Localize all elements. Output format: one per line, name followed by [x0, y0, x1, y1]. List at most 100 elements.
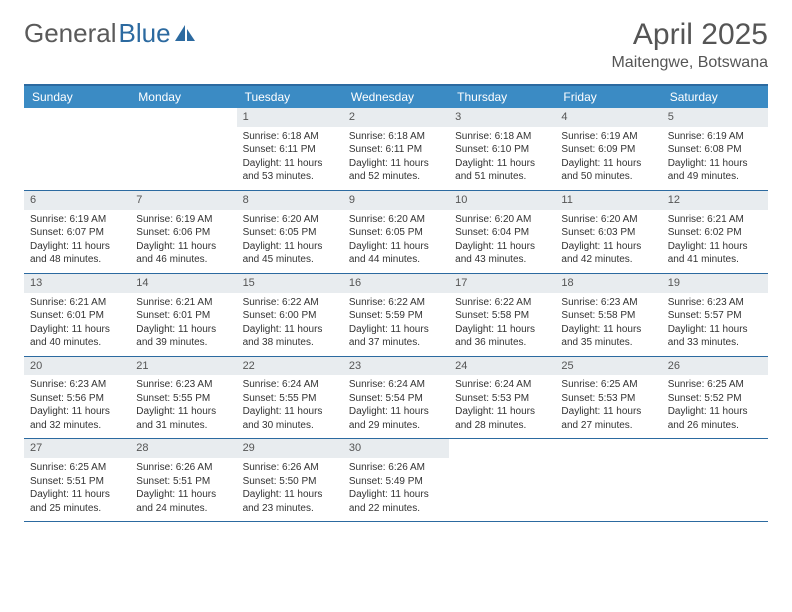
day-cell: 28Sunrise: 6:26 AMSunset: 5:51 PMDayligh… — [130, 439, 236, 521]
daylight-text: Daylight: 11 hours and 46 minutes. — [136, 240, 230, 267]
sunset-text: Sunset: 5:55 PM — [243, 392, 337, 406]
daylight-text: Daylight: 11 hours and 27 minutes. — [561, 405, 655, 432]
day-cell: 17Sunrise: 6:22 AMSunset: 5:58 PMDayligh… — [449, 274, 555, 356]
dayhead-thu: Thursday — [449, 86, 555, 108]
day-number: 7 — [130, 191, 236, 210]
day-cell: 6Sunrise: 6:19 AMSunset: 6:07 PMDaylight… — [24, 191, 130, 273]
day-number: 18 — [555, 274, 661, 293]
sunrise-text: Sunrise: 6:22 AM — [455, 296, 549, 310]
day-number: 16 — [343, 274, 449, 293]
sunset-text: Sunset: 6:05 PM — [349, 226, 443, 240]
day-number: 26 — [662, 357, 768, 376]
day-number: 14 — [130, 274, 236, 293]
sunrise-text: Sunrise: 6:20 AM — [561, 213, 655, 227]
sunset-text: Sunset: 6:00 PM — [243, 309, 337, 323]
sunset-text: Sunset: 6:04 PM — [455, 226, 549, 240]
day-number: 10 — [449, 191, 555, 210]
day-cell: 27Sunrise: 6:25 AMSunset: 5:51 PMDayligh… — [24, 439, 130, 521]
daylight-text: Daylight: 11 hours and 35 minutes. — [561, 323, 655, 350]
dayhead-fri: Friday — [555, 86, 661, 108]
sunset-text: Sunset: 6:11 PM — [349, 143, 443, 157]
day-number: 2 — [343, 108, 449, 127]
sunset-text: Sunset: 5:51 PM — [136, 475, 230, 489]
daylight-text: Daylight: 11 hours and 40 minutes. — [30, 323, 124, 350]
week-row: 13Sunrise: 6:21 AMSunset: 6:01 PMDayligh… — [24, 274, 768, 357]
sunrise-text: Sunrise: 6:24 AM — [243, 378, 337, 392]
day-number: 3 — [449, 108, 555, 127]
daylight-text: Daylight: 11 hours and 37 minutes. — [349, 323, 443, 350]
sunset-text: Sunset: 5:53 PM — [455, 392, 549, 406]
day-header-row: Sunday Monday Tuesday Wednesday Thursday… — [24, 86, 768, 108]
day-cell: 18Sunrise: 6:23 AMSunset: 5:58 PMDayligh… — [555, 274, 661, 356]
daylight-text: Daylight: 11 hours and 39 minutes. — [136, 323, 230, 350]
daylight-text: Daylight: 11 hours and 31 minutes. — [136, 405, 230, 432]
sunset-text: Sunset: 5:51 PM — [30, 475, 124, 489]
dayhead-wed: Wednesday — [343, 86, 449, 108]
dayhead-tue: Tuesday — [237, 86, 343, 108]
calendar: Sunday Monday Tuesday Wednesday Thursday… — [24, 84, 768, 522]
day-number: 9 — [343, 191, 449, 210]
sunrise-text: Sunrise: 6:22 AM — [243, 296, 337, 310]
daylight-text: Daylight: 11 hours and 24 minutes. — [136, 488, 230, 515]
day-cell: 22Sunrise: 6:24 AMSunset: 5:55 PMDayligh… — [237, 357, 343, 439]
sunrise-text: Sunrise: 6:20 AM — [349, 213, 443, 227]
sunset-text: Sunset: 6:10 PM — [455, 143, 549, 157]
daylight-text: Daylight: 11 hours and 51 minutes. — [455, 157, 549, 184]
day-cell: 4Sunrise: 6:19 AMSunset: 6:09 PMDaylight… — [555, 108, 661, 190]
daylight-text: Daylight: 11 hours and 28 minutes. — [455, 405, 549, 432]
day-cell: 1Sunrise: 6:18 AMSunset: 6:11 PMDaylight… — [237, 108, 343, 190]
daylight-text: Daylight: 11 hours and 52 minutes. — [349, 157, 443, 184]
day-cell: . — [662, 439, 768, 521]
sail-icon — [175, 25, 197, 43]
sunset-text: Sunset: 5:50 PM — [243, 475, 337, 489]
sunrise-text: Sunrise: 6:20 AM — [455, 213, 549, 227]
day-number: 27 — [24, 439, 130, 458]
sunset-text: Sunset: 5:58 PM — [561, 309, 655, 323]
sunset-text: Sunset: 5:59 PM — [349, 309, 443, 323]
sunset-text: Sunset: 6:01 PM — [30, 309, 124, 323]
daylight-text: Daylight: 11 hours and 49 minutes. — [668, 157, 762, 184]
sunset-text: Sunset: 6:11 PM — [243, 143, 337, 157]
day-number: 22 — [237, 357, 343, 376]
day-number: 29 — [237, 439, 343, 458]
day-cell: 14Sunrise: 6:21 AMSunset: 6:01 PMDayligh… — [130, 274, 236, 356]
daylight-text: Daylight: 11 hours and 23 minutes. — [243, 488, 337, 515]
day-cell: 3Sunrise: 6:18 AMSunset: 6:10 PMDaylight… — [449, 108, 555, 190]
sunset-text: Sunset: 5:58 PM — [455, 309, 549, 323]
day-number: 28 — [130, 439, 236, 458]
day-cell: 19Sunrise: 6:23 AMSunset: 5:57 PMDayligh… — [662, 274, 768, 356]
daylight-text: Daylight: 11 hours and 41 minutes. — [668, 240, 762, 267]
day-number: 17 — [449, 274, 555, 293]
day-cell: . — [130, 108, 236, 190]
day-cell: 16Sunrise: 6:22 AMSunset: 5:59 PMDayligh… — [343, 274, 449, 356]
day-number: 19 — [662, 274, 768, 293]
daylight-text: Daylight: 11 hours and 53 minutes. — [243, 157, 337, 184]
week-row: 6Sunrise: 6:19 AMSunset: 6:07 PMDaylight… — [24, 191, 768, 274]
daylight-text: Daylight: 11 hours and 44 minutes. — [349, 240, 443, 267]
day-cell: 11Sunrise: 6:20 AMSunset: 6:03 PMDayligh… — [555, 191, 661, 273]
sunrise-text: Sunrise: 6:25 AM — [561, 378, 655, 392]
sunrise-text: Sunrise: 6:18 AM — [243, 130, 337, 144]
day-cell: 12Sunrise: 6:21 AMSunset: 6:02 PMDayligh… — [662, 191, 768, 273]
sunset-text: Sunset: 6:09 PM — [561, 143, 655, 157]
day-cell: 13Sunrise: 6:21 AMSunset: 6:01 PMDayligh… — [24, 274, 130, 356]
sunrise-text: Sunrise: 6:24 AM — [349, 378, 443, 392]
sunrise-text: Sunrise: 6:19 AM — [561, 130, 655, 144]
header: GeneralBlue April 2025 Maitengwe, Botswa… — [24, 18, 768, 72]
day-cell: 10Sunrise: 6:20 AMSunset: 6:04 PMDayligh… — [449, 191, 555, 273]
day-number: 25 — [555, 357, 661, 376]
brand-word1: General — [24, 18, 117, 49]
title-block: April 2025 Maitengwe, Botswana — [611, 18, 768, 72]
day-cell: . — [24, 108, 130, 190]
day-number: 11 — [555, 191, 661, 210]
sunrise-text: Sunrise: 6:18 AM — [349, 130, 443, 144]
day-number: 23 — [343, 357, 449, 376]
daylight-text: Daylight: 11 hours and 50 minutes. — [561, 157, 655, 184]
day-cell: 21Sunrise: 6:23 AMSunset: 5:55 PMDayligh… — [130, 357, 236, 439]
daylight-text: Daylight: 11 hours and 22 minutes. — [349, 488, 443, 515]
weeks-container: ..1Sunrise: 6:18 AMSunset: 6:11 PMDaylig… — [24, 108, 768, 522]
sunset-text: Sunset: 5:54 PM — [349, 392, 443, 406]
daylight-text: Daylight: 11 hours and 42 minutes. — [561, 240, 655, 267]
sunset-text: Sunset: 6:05 PM — [243, 226, 337, 240]
day-cell: 9 Sunrise: 6:20 AMSunset: 6:05 PMDaylight… — [343, 191, 449, 273]
